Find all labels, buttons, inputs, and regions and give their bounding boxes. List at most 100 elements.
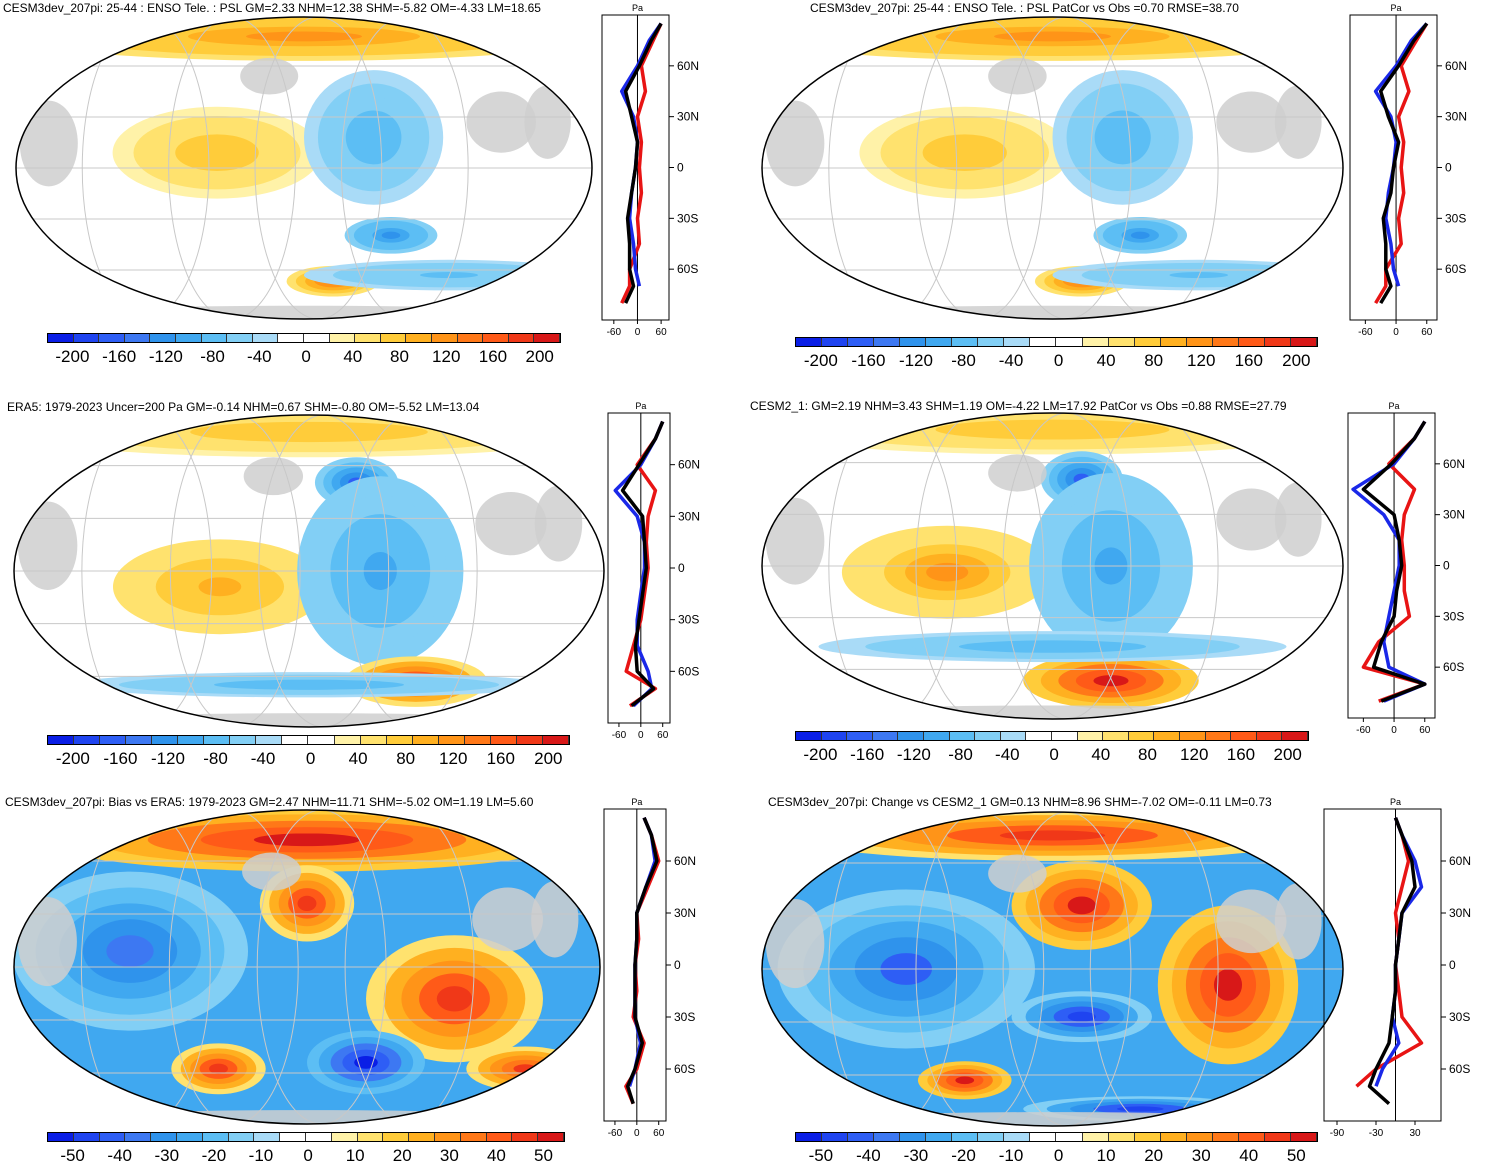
- longitude-line: [1002, 812, 1132, 1126]
- anomaly-contour: [999, 830, 1106, 841]
- lat-tick-label: 60N: [1443, 457, 1465, 471]
- zonal-mean-plot: Pa 60N 30N 0 30S 60S -90 -30 30: [1323, 797, 1471, 1139]
- x-tick-label: -90: [1330, 1128, 1345, 1139]
- series-line-mean: [1367, 817, 1417, 1106]
- colorbar-swatch: [874, 338, 901, 346]
- colorbar-swatch: [360, 736, 387, 744]
- colorbar-swatch: [303, 334, 330, 342]
- colorbar-swatch: [1205, 732, 1232, 740]
- colorbar-swatch: [99, 1133, 126, 1141]
- land-mask: [243, 457, 304, 496]
- panel-title: ERA5: 1979-2023 Uncer=200 Pa GM=-0.14 NH…: [7, 400, 480, 414]
- colorbar-tick-label: 50: [534, 1146, 553, 1165]
- colorbar-swatch: [357, 1133, 384, 1141]
- longitude-line: [1089, 413, 1219, 719]
- longitude-line: [915, 413, 1045, 719]
- colorbar-tick-label: 160: [478, 347, 508, 366]
- colorbar-swatch: [124, 334, 151, 342]
- colorbar-strip: [795, 337, 1318, 347]
- colorbar-swatch: [150, 334, 176, 342]
- colorbar-swatch: [1212, 338, 1239, 346]
- colorbar-tick-label: -40: [250, 749, 276, 768]
- colorbar: -200 -160 -120 -80 -40 0 40 80 120 160 200: [795, 337, 1318, 375]
- colorbar: -200 -160 -120 -80 -40 0 40 80 120 160 200: [47, 735, 570, 773]
- colorbar-tick-label: -40: [856, 1146, 881, 1165]
- longitude-line: [1002, 413, 1132, 719]
- longitude-line: [256, 810, 387, 1124]
- colorbar-swatch: [383, 1133, 410, 1141]
- land-mask: [472, 887, 543, 952]
- map-border: [15, 16, 593, 320]
- lat-tick-label: 0: [674, 958, 681, 972]
- lat-tick-label: 60N: [674, 854, 696, 868]
- colorbar-swatch: [1160, 338, 1187, 346]
- longitude-line: [1002, 17, 1132, 319]
- map-field: [762, 812, 1343, 1126]
- colorbar-tick-label: 40: [486, 1146, 506, 1165]
- x-tick-label: -60: [1358, 327, 1373, 338]
- lat-tick-label: 0: [678, 561, 685, 575]
- anomaly-contour: [1093, 675, 1129, 687]
- x-tick-label: 0: [1393, 327, 1399, 338]
- colorbar-swatch: [48, 1133, 74, 1141]
- colorbar-swatch: [923, 732, 950, 740]
- anomaly-contour: [1005, 643, 1100, 650]
- longitude-line: [346, 415, 478, 727]
- panel-title: CESM3dev_207pi: 25-44 : ENSO Tele. : PSL…: [810, 1, 1239, 15]
- x-tick-label: 60: [1421, 327, 1433, 338]
- colorbar-swatch: [125, 1133, 152, 1141]
- land-mask: [531, 881, 579, 958]
- x-unit-label: Pa: [1391, 3, 1402, 13]
- colorbar-swatch: [1290, 1133, 1317, 1141]
- longitude-line: [81, 17, 210, 319]
- longitude-line: [344, 810, 475, 1124]
- colorbar-swatch: [201, 334, 228, 342]
- colorbar-swatch: [256, 736, 283, 744]
- colorbar-swatch: [1004, 338, 1031, 346]
- colorbar-tick-label: 0: [1053, 1146, 1064, 1165]
- colorbar-swatch: [512, 1133, 539, 1141]
- land-mask: [466, 91, 536, 153]
- land-mask: [1274, 883, 1322, 960]
- colorbar-tick-label: 10: [345, 1146, 365, 1165]
- colorbar-swatch: [176, 1133, 203, 1141]
- colorbar-swatch: [334, 736, 361, 744]
- colorbar-tick-label: 120: [1187, 351, 1216, 370]
- panel-title: CESM3dev_207pi: Bias vs ERA5: 1979-2023 …: [5, 795, 534, 809]
- colorbar-swatch: [100, 736, 127, 744]
- colorbar-swatch: [252, 334, 279, 342]
- anomaly-contour: [106, 935, 154, 967]
- colorbar-swatch: [278, 334, 304, 342]
- colorbar-tick-label: -120: [150, 749, 185, 768]
- world-map: [761, 412, 1344, 720]
- colorbar-swatch: [1186, 338, 1213, 346]
- colorbar-tick-label: 0: [1049, 745, 1059, 764]
- lat-tick-label: 0: [1443, 559, 1450, 573]
- colorbar-swatch: [151, 1133, 177, 1141]
- map-border: [13, 809, 601, 1125]
- colorbar-tick-label: 160: [1234, 351, 1263, 370]
- lat-tick-label: 30N: [1449, 906, 1471, 920]
- land-mask: [988, 454, 1047, 492]
- x-tick-label: -60: [612, 730, 627, 741]
- anomaly-contour: [249, 426, 369, 438]
- x-unit-label: Pa: [1390, 797, 1401, 807]
- map-border: [761, 16, 1344, 320]
- colorbar-swatch: [438, 736, 465, 744]
- longitude-line: [1089, 17, 1219, 319]
- colorbar-swatch: [1238, 338, 1265, 346]
- lat-tick-label: 60N: [677, 59, 699, 73]
- colorbar-swatch: [178, 736, 205, 744]
- colorbar-swatch: [1264, 338, 1291, 346]
- colorbar-tick-label: -50: [808, 1146, 834, 1165]
- lat-tick-label: 30S: [678, 613, 699, 627]
- panel-title: CESM2_1: GM=2.19 NHM=3.43 SHM=1.19 OM=-4…: [750, 399, 1287, 413]
- colorbar-tick-label: -20: [201, 1146, 227, 1165]
- colorbar-strip: [47, 1132, 565, 1142]
- anomaly-contour: [943, 143, 986, 162]
- colorbar-tick-label: -200: [55, 749, 90, 768]
- colorbar-tick-label: -40: [247, 347, 272, 366]
- colorbar-swatch: [126, 736, 153, 744]
- series-line-mean: [1361, 420, 1427, 703]
- longitude-line: [169, 415, 301, 727]
